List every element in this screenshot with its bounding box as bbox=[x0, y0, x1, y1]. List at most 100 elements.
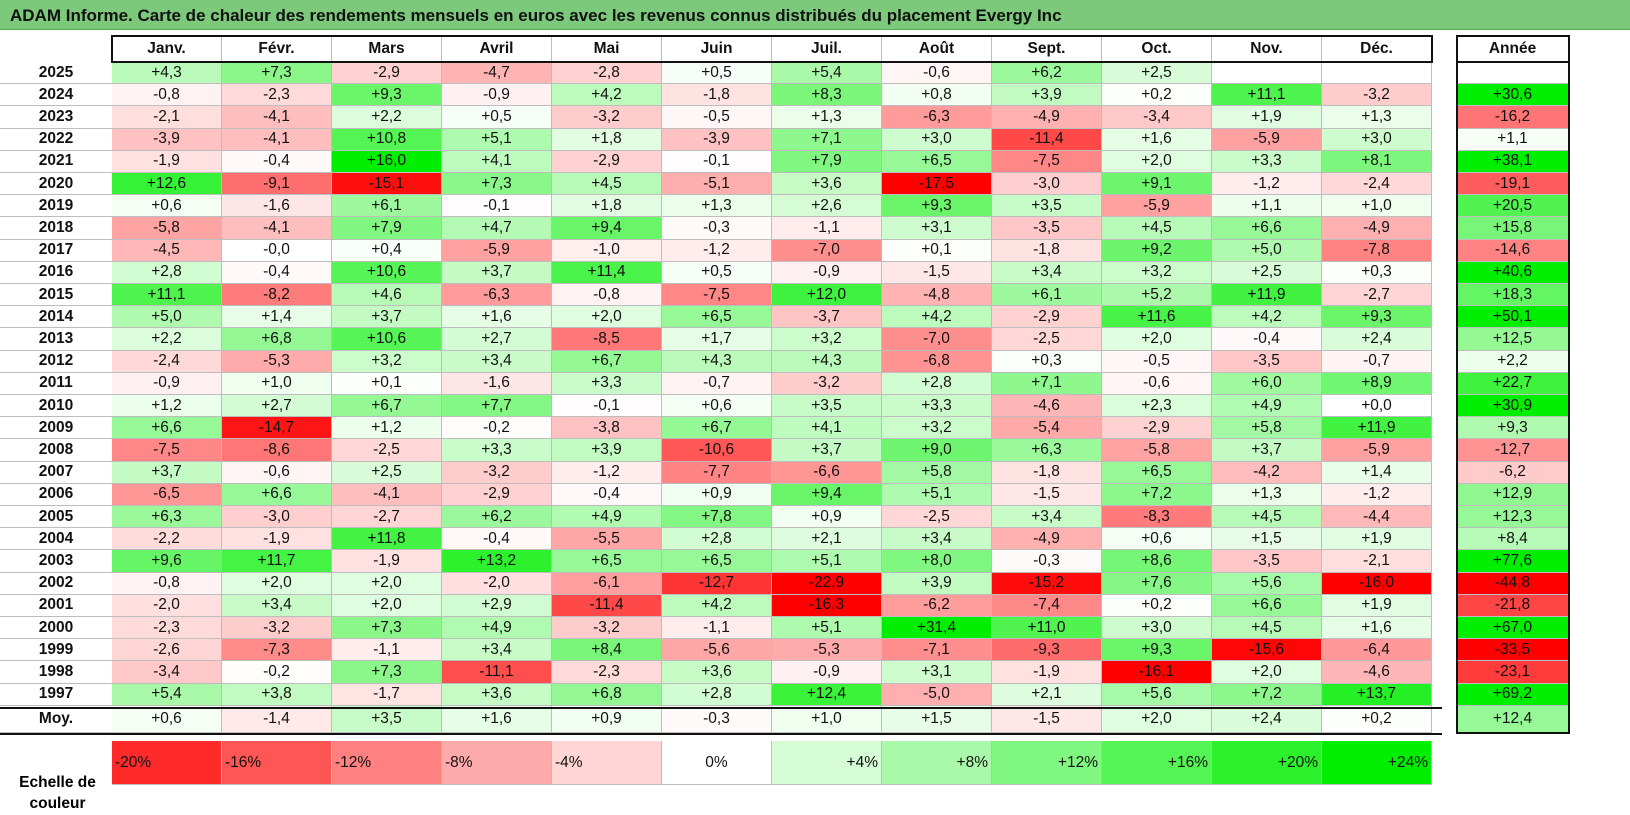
average-cell: +0,6 bbox=[112, 706, 222, 733]
heatmap-cell: -6,5 bbox=[112, 483, 222, 506]
heatmap-cell: -2,1 bbox=[1322, 550, 1432, 573]
heatmap-cell: +4,9 bbox=[442, 617, 552, 640]
heatmap-cell: -5,3 bbox=[772, 639, 882, 662]
heatmap-cell: +4,2 bbox=[1212, 306, 1322, 329]
heatmap-cell: -6,3 bbox=[882, 106, 992, 129]
year-label: 2003 bbox=[0, 550, 112, 573]
heatmap-cell: +11,9 bbox=[1212, 284, 1322, 307]
heatmap-cell: -5,9 bbox=[1322, 439, 1432, 462]
heatmap-cell: -2,9 bbox=[552, 150, 662, 173]
heatmap-cell: +0,1 bbox=[882, 239, 992, 262]
heatmap-cell: +3,4 bbox=[442, 639, 552, 662]
heatmap-cell: +0,9 bbox=[772, 506, 882, 529]
heatmap-cell: -11,4 bbox=[992, 128, 1102, 151]
heatmap-cell: -0,0 bbox=[222, 239, 332, 262]
heatmap-cell: +1,6 bbox=[1322, 617, 1432, 640]
heatmap-cell: -1,0 bbox=[552, 239, 662, 262]
heatmap-cell: +5,6 bbox=[1212, 572, 1322, 595]
heatmap-cell: +2,8 bbox=[112, 261, 222, 284]
heatmap-cell: +8,9 bbox=[1322, 372, 1432, 395]
column-header: Déc. bbox=[1322, 36, 1432, 62]
heatmap-cell: +7,2 bbox=[1212, 683, 1322, 706]
heatmap-cell: +3,0 bbox=[1322, 128, 1432, 151]
heatmap-cell: -2,5 bbox=[882, 506, 992, 529]
heatmap-cell: +4,3 bbox=[662, 350, 772, 373]
heatmap-cell: +7,3 bbox=[222, 62, 332, 85]
heatmap-cell: +3,2 bbox=[882, 417, 992, 440]
annual-cell: +20,5 bbox=[1457, 195, 1569, 218]
heatmap-cell: -0,3 bbox=[662, 217, 772, 240]
column-header: Nov. bbox=[1212, 36, 1322, 62]
heatmap-cell: +1,6 bbox=[1102, 128, 1212, 151]
column-header: Juil. bbox=[772, 36, 882, 62]
heatmap-cell: +9,4 bbox=[552, 217, 662, 240]
heatmap-cell: +4,1 bbox=[772, 417, 882, 440]
heatmap-cell: -0,4 bbox=[222, 261, 332, 284]
heatmap-cell: +4,2 bbox=[662, 594, 772, 617]
heatmap-cell: -7,5 bbox=[992, 150, 1102, 173]
heatmap-cell: -2,7 bbox=[332, 506, 442, 529]
heatmap-cell: -4,4 bbox=[1322, 506, 1432, 529]
heatmap-cell: +1,2 bbox=[332, 417, 442, 440]
heatmap-cell: -7,4 bbox=[992, 594, 1102, 617]
heatmap-cell: +9,3 bbox=[882, 195, 992, 218]
heatmap-cell: -5,9 bbox=[442, 239, 552, 262]
heatmap-cell: -0,4 bbox=[222, 150, 332, 173]
heatmap-cell: -14,7 bbox=[222, 417, 332, 440]
color-scale-swatch: +4% bbox=[772, 741, 882, 785]
heatmap-cell: +11,6 bbox=[1102, 306, 1212, 329]
heatmap-cell: -9,1 bbox=[222, 173, 332, 196]
heatmap-cell: -2,4 bbox=[112, 350, 222, 373]
annual-cell: +22,7 bbox=[1457, 372, 1569, 395]
year-label: 2005 bbox=[0, 506, 112, 529]
average-separator-top bbox=[0, 706, 1442, 709]
annual-cell: -6,2 bbox=[1457, 461, 1569, 484]
average-annual-cell: +12,4 bbox=[1457, 706, 1569, 733]
average-cell: +1,5 bbox=[882, 706, 992, 733]
heatmap-cell: -0,6 bbox=[882, 62, 992, 85]
annual-cell: -44,8 bbox=[1457, 572, 1569, 595]
annual-cell: -12,7 bbox=[1457, 439, 1569, 462]
heatmap-cell: +6,5 bbox=[662, 550, 772, 573]
heatmap-cell: +3,3 bbox=[552, 372, 662, 395]
heatmap-cell: +31,4 bbox=[882, 617, 992, 640]
heatmap-cell: +1,3 bbox=[1322, 106, 1432, 129]
heatmap-cell: -0,9 bbox=[772, 661, 882, 684]
heatmap-cell: -5,8 bbox=[1102, 439, 1212, 462]
heatmap-cell: +1,4 bbox=[222, 306, 332, 329]
column-header: Févr. bbox=[222, 36, 332, 62]
heatmap-cell: +2,3 bbox=[1102, 395, 1212, 418]
heatmap-cell: +4,5 bbox=[1212, 506, 1322, 529]
heatmap-cell: +4,2 bbox=[552, 84, 662, 107]
heatmap-cell: +2,1 bbox=[772, 528, 882, 551]
year-label: 2017 bbox=[0, 239, 112, 262]
title-bar: ADAM Informe. Carte de chaleur des rende… bbox=[0, 0, 1630, 30]
annual-cell: +38,1 bbox=[1457, 150, 1569, 173]
heatmap-cell: -22,9 bbox=[772, 572, 882, 595]
heatmap-cell: +5,1 bbox=[882, 483, 992, 506]
heatmap-cell: -4,8 bbox=[882, 284, 992, 307]
heatmap-cell: +5,4 bbox=[772, 62, 882, 85]
heatmap-cell: +4,5 bbox=[1212, 617, 1322, 640]
heatmap-cell: -12,7 bbox=[662, 572, 772, 595]
year-label: 2008 bbox=[0, 439, 112, 462]
year-label: 2016 bbox=[0, 261, 112, 284]
year-label: 2006 bbox=[0, 483, 112, 506]
heatmap-cell: +2,8 bbox=[882, 372, 992, 395]
heatmap-cell: +9,3 bbox=[1322, 306, 1432, 329]
heatmap-cell: -1,9 bbox=[332, 550, 442, 573]
heatmap-cell: -5,3 bbox=[222, 350, 332, 373]
heatmap-cell: -4,2 bbox=[1212, 461, 1322, 484]
heatmap-cell: -1,8 bbox=[662, 84, 772, 107]
heatmap-cell: +1,2 bbox=[112, 395, 222, 418]
heatmap-cell: +9,2 bbox=[1102, 239, 1212, 262]
annual-cell: +15,8 bbox=[1457, 217, 1569, 240]
heatmap-cell: +2,7 bbox=[442, 328, 552, 351]
heatmap-cell: -3,5 bbox=[992, 217, 1102, 240]
heatmap-cell: -0,8 bbox=[112, 572, 222, 595]
heatmap-cell: -4,1 bbox=[222, 128, 332, 151]
color-scale-swatch: -12% bbox=[332, 741, 442, 785]
heatmap-cell: -1,2 bbox=[552, 461, 662, 484]
heatmap-cell: -16,3 bbox=[772, 594, 882, 617]
heatmap-cell: -3,5 bbox=[1212, 550, 1322, 573]
